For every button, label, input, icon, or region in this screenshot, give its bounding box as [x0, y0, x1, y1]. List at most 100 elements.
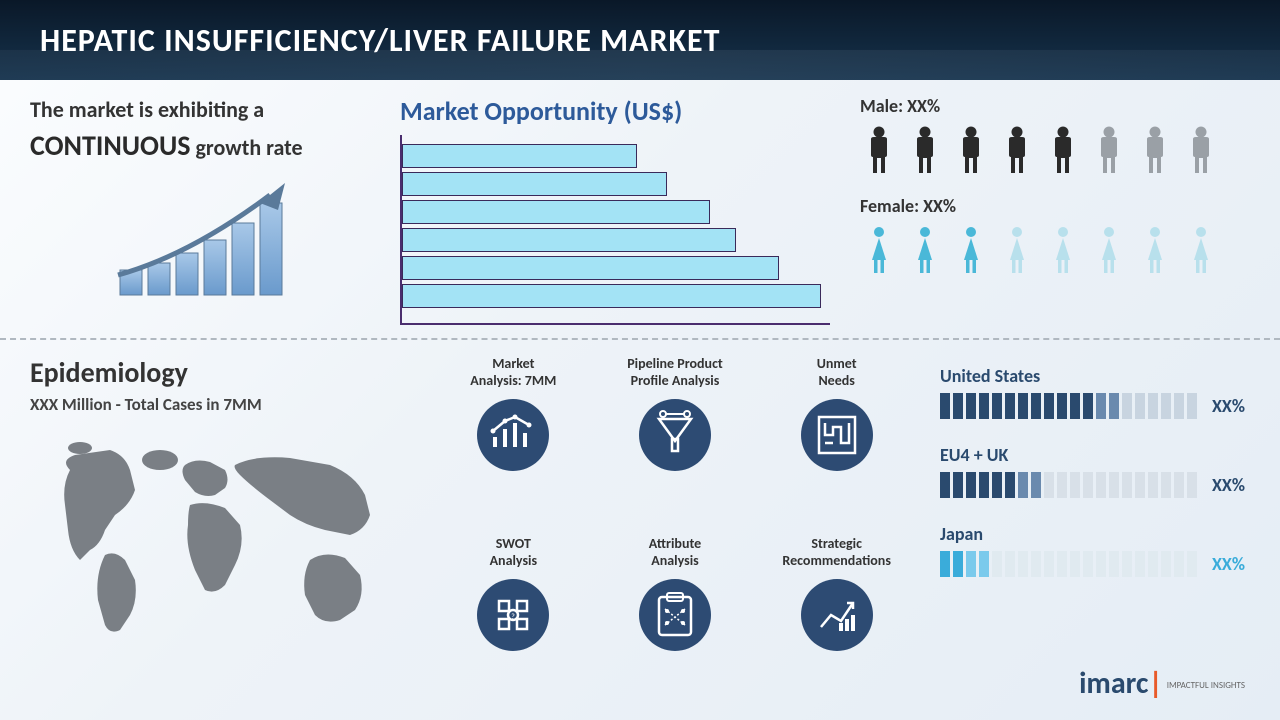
country-percentage: XX%	[1212, 553, 1245, 575]
bottom-row: Epidemiology XXX Million - Total Cases i…	[0, 340, 1280, 710]
analysis-item: Pipeline Product Profile Analysis	[602, 355, 749, 515]
main-content: The market is exhibiting a CONTINUOUS gr…	[0, 80, 1280, 720]
country-bar-segment	[1174, 472, 1184, 498]
country-bar-segment	[1122, 551, 1132, 577]
header-bar: HEPATIC INSUFFICIENCY/LIVER FAILURE MARK…	[0, 0, 1280, 80]
country-bar-segment	[1187, 472, 1197, 498]
epidemiology-section: Epidemiology XXX Million - Total Cases i…	[30, 355, 430, 695]
country-bar-segment	[1109, 393, 1119, 419]
country-name: EU4 + UK	[940, 444, 1250, 466]
female-person-icon	[1090, 225, 1128, 275]
country-bars: XX%	[940, 472, 1250, 498]
female-person-icon	[1136, 225, 1174, 275]
male-person-icon	[1136, 125, 1174, 175]
female-person-icon	[860, 225, 898, 275]
male-icons-row	[860, 125, 1250, 175]
country-bar-segment	[953, 472, 963, 498]
country-bar-segment	[1083, 393, 1093, 419]
epi-title: Epidemiology	[30, 355, 430, 390]
country-bar-segment	[1005, 551, 1015, 577]
country-bar-segment	[966, 551, 976, 577]
page-title: HEPATIC INSUFFICIENCY/LIVER FAILURE MARK…	[40, 21, 720, 60]
country-bar-segment	[1187, 393, 1197, 419]
analysis-item: Market Analysis: 7MM	[440, 355, 587, 515]
world-map-icon	[30, 430, 430, 645]
country-bar-segment	[1044, 393, 1054, 419]
analysis-label: Attribute Analysis	[649, 535, 701, 571]
analysis-circle-icon	[801, 579, 873, 651]
country-bar-segment	[1122, 393, 1132, 419]
country-bar-segment	[953, 393, 963, 419]
analysis-circle-icon	[801, 399, 873, 471]
male-person-icon	[952, 125, 990, 175]
analysis-circle-icon	[639, 579, 711, 651]
analysis-item: Strategic Recommendations	[763, 535, 910, 695]
growth-suffix: growth rate	[191, 134, 303, 161]
country-bar-segment	[1148, 472, 1158, 498]
analysis-label: Unmet Needs	[817, 355, 857, 391]
male-person-icon	[1044, 125, 1082, 175]
top-row: The market is exhibiting a CONTINUOUS gr…	[0, 80, 1280, 340]
country-bar-segment	[992, 393, 1002, 419]
country-bar-segment	[1122, 472, 1132, 498]
gender-section: Male: XX% Female: XX%	[830, 95, 1250, 328]
country-bar-segment	[979, 551, 989, 577]
country-bars: XX%	[940, 551, 1250, 577]
chart-bar	[402, 284, 821, 308]
country-bar-segment	[966, 393, 976, 419]
country-bar-segment	[1018, 472, 1028, 498]
country-bar-segment	[1031, 393, 1041, 419]
female-person-icon	[998, 225, 1036, 275]
country-bar-segment	[1109, 551, 1119, 577]
country-bar-segment	[979, 472, 989, 498]
country-bar-segment	[1161, 551, 1171, 577]
country-bar-segment	[1174, 393, 1184, 419]
country-item: United StatesXX%	[940, 365, 1250, 419]
country-percentage: XX%	[1212, 474, 1245, 496]
country-bar-segment	[1135, 472, 1145, 498]
male-person-icon	[906, 125, 944, 175]
growth-text: The market is exhibiting a CONTINUOUS gr…	[30, 95, 380, 165]
analysis-circle-icon	[477, 399, 549, 471]
country-bar-segment	[1096, 551, 1106, 577]
analysis-circle-icon: ?	[477, 579, 549, 651]
country-bar-segment	[979, 393, 989, 419]
country-bar-segment	[1148, 393, 1158, 419]
country-bar-segment	[940, 393, 950, 419]
analysis-grid: Market Analysis: 7MM Pipeline Product Pro…	[430, 355, 920, 695]
svg-text:?: ?	[511, 612, 515, 622]
country-bar-segment	[1070, 551, 1080, 577]
bar-chart	[400, 135, 830, 325]
country-bar-segment	[1083, 551, 1093, 577]
country-bar-segment	[1174, 551, 1184, 577]
logo-brand: imarc	[1079, 665, 1148, 702]
analysis-item: Unmet Needs	[763, 355, 910, 515]
country-bar-segment	[1031, 472, 1041, 498]
country-bar-segment	[1109, 472, 1119, 498]
male-person-icon	[1090, 125, 1128, 175]
growth-line1: The market is exhibiting a	[30, 96, 264, 123]
growth-continuous: CONTINUOUS	[30, 128, 191, 163]
country-bar-segment	[1031, 551, 1041, 577]
country-item: JapanXX%	[940, 523, 1250, 577]
analysis-circle-icon	[639, 399, 711, 471]
country-bars: XX%	[940, 393, 1250, 419]
female-icons-row	[860, 225, 1250, 275]
country-bar-segment	[940, 551, 950, 577]
country-bar-segment	[1096, 393, 1106, 419]
male-person-icon	[998, 125, 1036, 175]
male-label: Male: XX%	[860, 95, 1250, 117]
epi-subtitle: XXX Million - Total Cases in 7MM	[30, 394, 430, 415]
country-bar-segment	[1057, 472, 1067, 498]
female-person-icon	[906, 225, 944, 275]
male-person-icon	[860, 125, 898, 175]
country-bar-segment	[1044, 472, 1054, 498]
country-bar-segment	[1096, 472, 1106, 498]
country-bar-segment	[1187, 551, 1197, 577]
analysis-label: Market Analysis: 7MM	[470, 355, 556, 391]
opportunity-section: Market Opportunity (US$)	[400, 95, 830, 328]
female-person-icon	[952, 225, 990, 275]
chart-bar	[402, 256, 779, 280]
analysis-label: SWOT Analysis	[490, 535, 538, 571]
country-bar-segment	[1135, 551, 1145, 577]
